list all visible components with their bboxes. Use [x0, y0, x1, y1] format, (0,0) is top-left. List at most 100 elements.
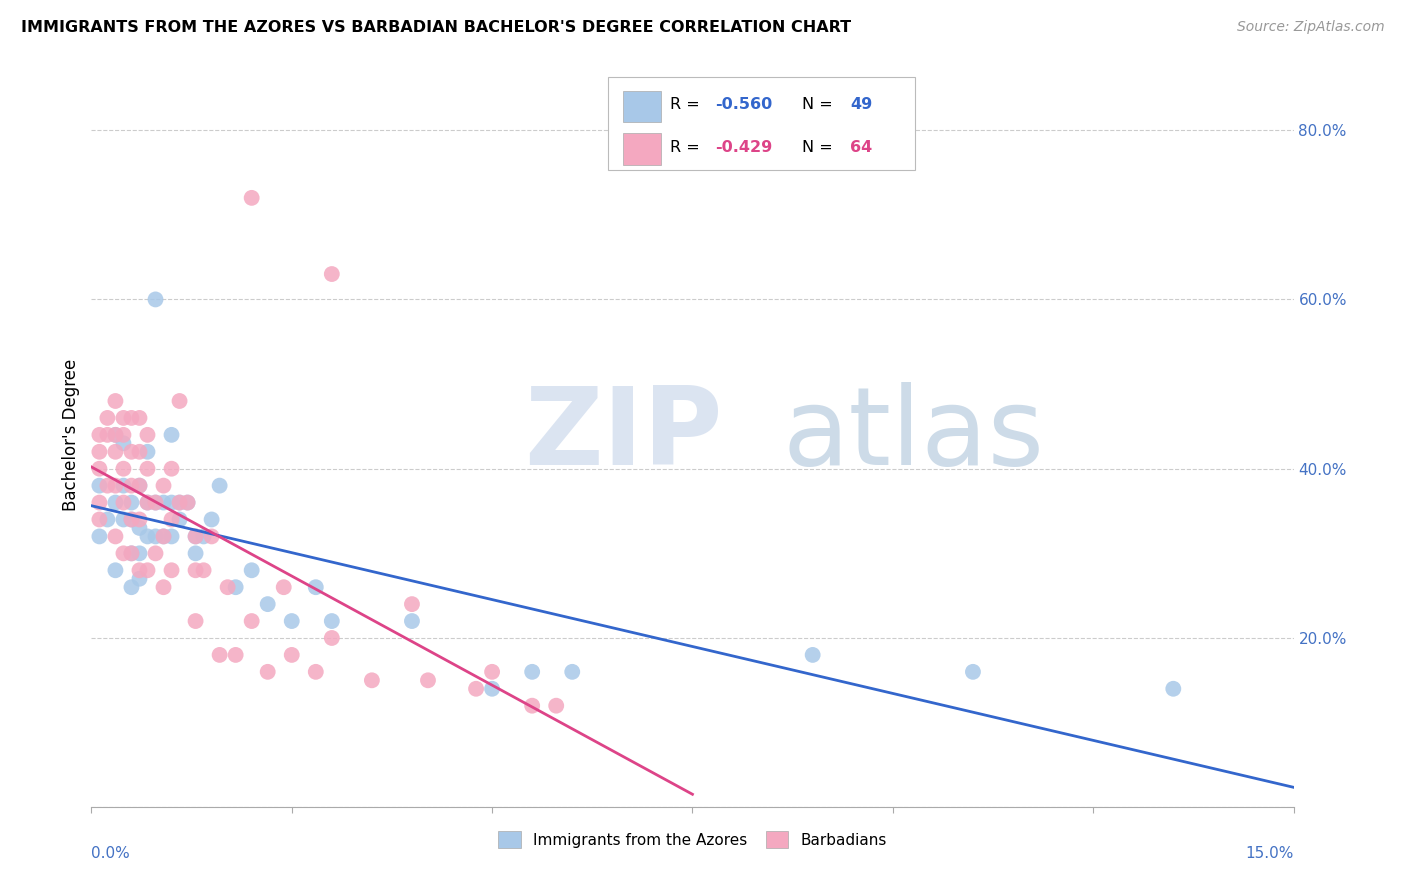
Point [193, 529, 215, 543]
Point [96, 512, 118, 526]
Text: -0.429: -0.429 [716, 140, 772, 155]
Text: R =: R = [669, 97, 704, 112]
Point [321, 267, 343, 281]
Point [160, 512, 183, 526]
Point [201, 512, 224, 526]
Point [152, 580, 174, 594]
Point [136, 495, 159, 509]
Point [193, 563, 215, 577]
Point [256, 665, 278, 679]
Point [217, 580, 239, 594]
Text: -0.560: -0.560 [716, 97, 772, 112]
FancyBboxPatch shape [609, 78, 915, 170]
Point [962, 665, 984, 679]
Point [152, 529, 174, 543]
Text: 15.0%: 15.0% [1246, 846, 1294, 861]
Point [240, 191, 263, 205]
Point [112, 546, 135, 560]
Point [112, 512, 135, 526]
Point [305, 580, 328, 594]
Point [128, 478, 150, 492]
Point [416, 673, 439, 688]
FancyBboxPatch shape [623, 134, 661, 165]
Point [136, 461, 159, 475]
Text: N =: N = [801, 97, 838, 112]
Point [208, 478, 231, 492]
Point [121, 546, 143, 560]
Point [104, 428, 127, 442]
Point [160, 529, 183, 543]
Point [128, 563, 150, 577]
Point [522, 698, 544, 713]
Point [225, 580, 247, 594]
Point [89, 512, 111, 526]
Point [273, 580, 295, 594]
Text: ZIP: ZIP [524, 382, 723, 488]
Legend: Immigrants from the Azores, Barbadians: Immigrants from the Azores, Barbadians [498, 831, 887, 848]
Point [136, 444, 159, 458]
Point [89, 495, 111, 509]
Point [121, 512, 143, 526]
Point [160, 563, 183, 577]
Point [184, 563, 207, 577]
Text: Source: ZipAtlas.com: Source: ZipAtlas.com [1237, 20, 1385, 34]
Point [1163, 681, 1185, 696]
Point [136, 428, 159, 442]
Point [145, 529, 167, 543]
Point [104, 428, 127, 442]
Point [145, 293, 167, 307]
Point [481, 665, 503, 679]
Point [160, 495, 183, 509]
Point [152, 495, 174, 509]
Point [121, 580, 143, 594]
Point [176, 495, 198, 509]
Point [112, 411, 135, 425]
Point [801, 648, 824, 662]
Point [136, 563, 159, 577]
Point [121, 411, 143, 425]
Point [281, 648, 304, 662]
Point [128, 546, 150, 560]
Point [169, 512, 191, 526]
Point [240, 614, 263, 628]
Text: 64: 64 [851, 140, 872, 155]
Point [89, 461, 111, 475]
Point [240, 563, 263, 577]
Point [112, 478, 135, 492]
Y-axis label: Bachelor's Degree: Bachelor's Degree [62, 359, 80, 511]
Point [561, 665, 583, 679]
Point [145, 495, 167, 509]
Point [121, 512, 143, 526]
Point [360, 673, 382, 688]
Point [112, 495, 135, 509]
Point [256, 597, 278, 611]
Point [128, 572, 150, 586]
Point [152, 529, 174, 543]
Point [208, 648, 231, 662]
Point [104, 394, 127, 409]
Point [96, 411, 118, 425]
Point [160, 461, 183, 475]
Point [89, 529, 111, 543]
Point [128, 521, 150, 535]
Point [89, 444, 111, 458]
Point [169, 394, 191, 409]
Point [184, 614, 207, 628]
Text: R =: R = [669, 140, 704, 155]
Point [121, 495, 143, 509]
Point [104, 563, 127, 577]
Text: atlas: atlas [783, 382, 1045, 488]
Point [169, 495, 191, 509]
Text: IMMIGRANTS FROM THE AZORES VS BARBADIAN BACHELOR'S DEGREE CORRELATION CHART: IMMIGRANTS FROM THE AZORES VS BARBADIAN … [21, 20, 851, 35]
Point [128, 411, 150, 425]
Point [104, 478, 127, 492]
Point [121, 478, 143, 492]
Point [112, 461, 135, 475]
Point [184, 529, 207, 543]
Point [121, 444, 143, 458]
Text: 0.0%: 0.0% [91, 846, 131, 861]
Point [321, 631, 343, 645]
Point [184, 546, 207, 560]
Point [169, 495, 191, 509]
Point [465, 681, 488, 696]
